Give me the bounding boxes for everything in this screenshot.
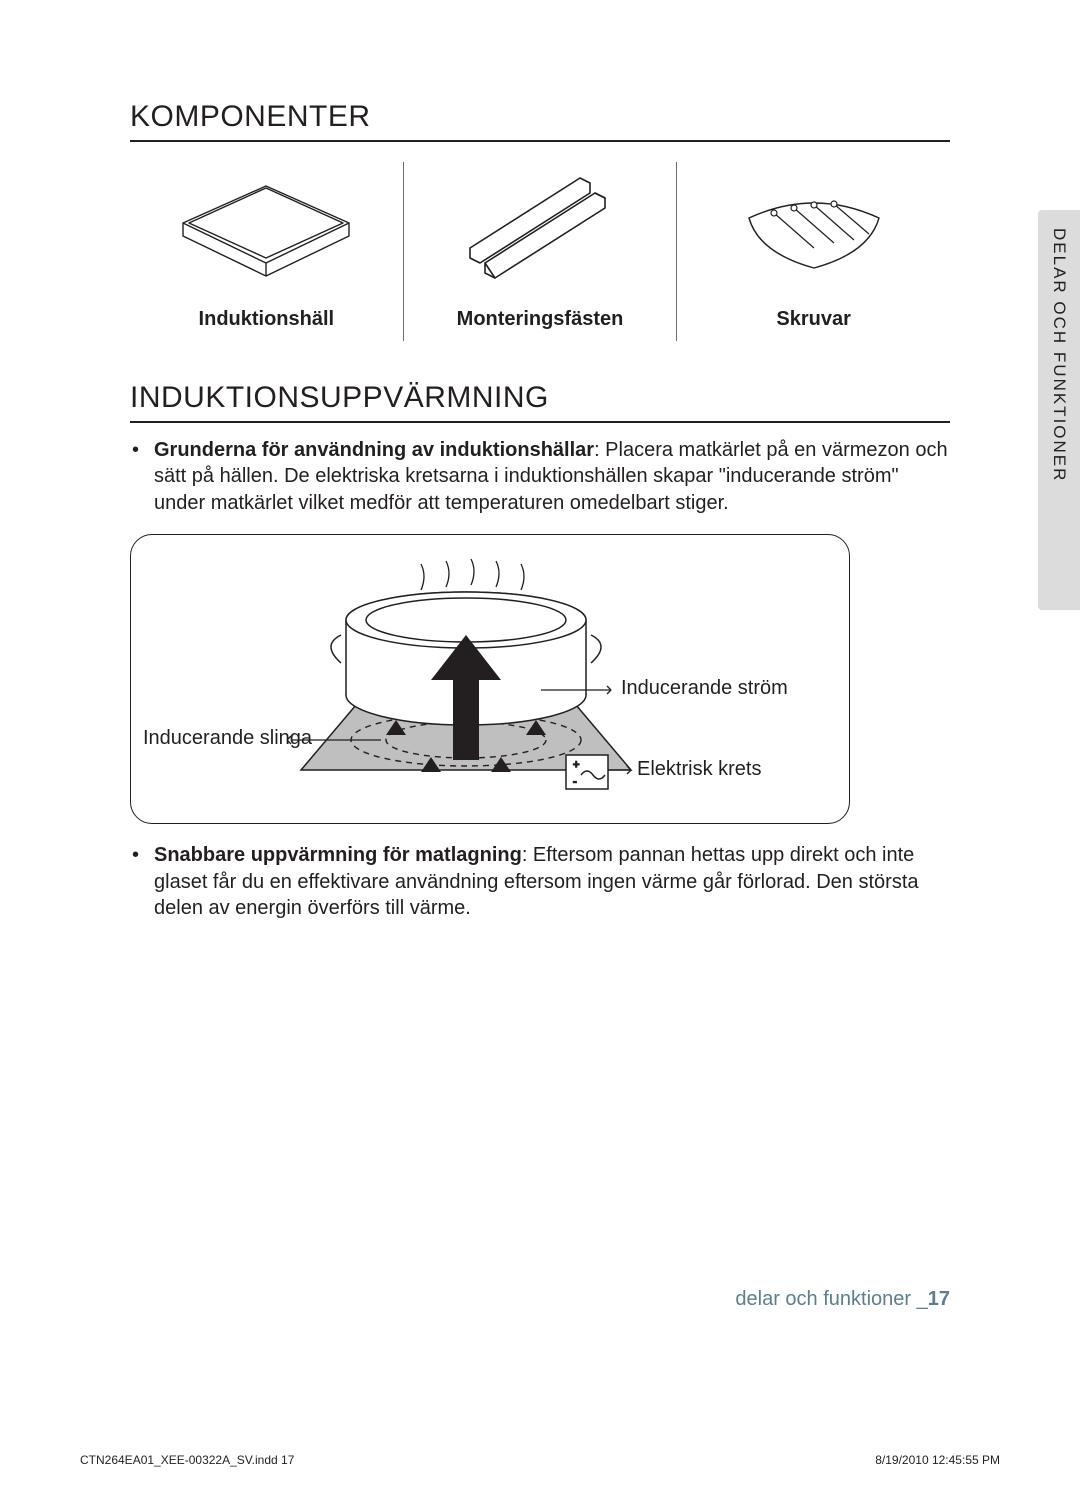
print-file: CTN264EA01_XEE-00322A_SV.indd 17: [80, 1453, 294, 1467]
component-induction-hob: Induktionshäll: [130, 162, 403, 341]
section-tab: DELAR OCH FUNKTIONER: [1038, 210, 1080, 610]
bullet-item: Grunderna för användning av induktionshä…: [154, 437, 950, 516]
footer-section: delar och funktioner _: [735, 1288, 927, 1310]
diagram-frame: + - Inducerande ström Ind: [130, 534, 850, 824]
component-label: Induktionshäll: [199, 308, 335, 331]
print-metadata: CTN264EA01_XEE-00322A_SV.indd 17 8/19/20…: [80, 1453, 1000, 1467]
page-footer: delar och funktioner _17: [735, 1288, 950, 1311]
bullet-list-2: Snabbare uppvärmning för matlagning: Eft…: [130, 842, 950, 921]
diagram-label-circuit: Elektrisk krets: [637, 758, 761, 781]
svg-text:+: +: [573, 759, 579, 771]
screws-icon: [714, 168, 914, 298]
diagram-label-current: Inducerande ström: [621, 677, 788, 700]
bullet-bold: Grunderna för användning av induktionshä…: [154, 439, 594, 461]
component-label: Skruvar: [776, 308, 851, 331]
brackets-icon: [440, 168, 640, 298]
induction-hob-icon: [166, 168, 366, 298]
induction-diagram: + - Inducerande ström Ind: [130, 534, 950, 824]
print-timestamp: 8/19/2010 12:45:55 PM: [875, 1453, 1000, 1467]
heading-components: Komponenter: [130, 100, 950, 142]
footer-page-number: 17: [928, 1288, 950, 1310]
component-label: Monteringsfästen: [457, 308, 624, 331]
component-brackets: Monteringsfästen: [404, 162, 677, 341]
heading-induction-heating: Induktionsuppvärmning: [130, 381, 950, 423]
section-tab-label: DELAR OCH FUNKTIONER: [1049, 228, 1069, 482]
bullet-item: Snabbare uppvärmning för matlagning: Eft…: [154, 842, 950, 921]
diagram-label-coil: Inducerande slinga: [143, 727, 312, 750]
bullet-bold: Snabbare uppvärmning för matlagning: [154, 844, 522, 866]
components-row: Induktionshäll Monteringsfästen: [130, 162, 950, 341]
svg-text:-: -: [573, 776, 577, 788]
component-screws: Skruvar: [677, 162, 950, 341]
manual-page: DELAR OCH FUNKTIONER Komponenter Indukti…: [0, 0, 1080, 1491]
bullet-list: Grunderna för användning av induktionshä…: [130, 437, 950, 516]
